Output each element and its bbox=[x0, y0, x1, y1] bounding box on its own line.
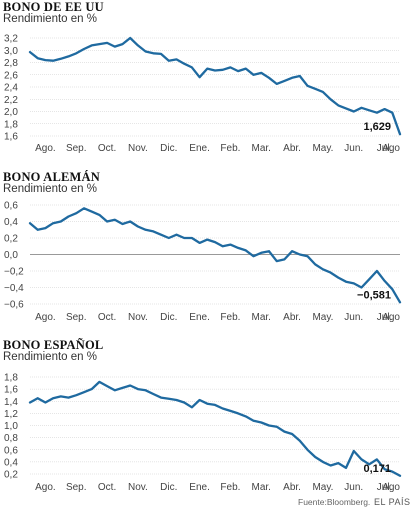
x-tick-label: Oct. bbox=[98, 482, 116, 493]
chart-spanish-bond: 1,81,61,41,21,00,80,60,4 0,2 Ago. Sep. Oct. N… bbox=[4, 373, 402, 493]
y-tick-label: 1,6 bbox=[4, 385, 18, 396]
x-tick-label: Feb. bbox=[220, 482, 240, 493]
x-tick-label: Nov. bbox=[128, 482, 148, 493]
chart-us-bond: 3,23,02,82,6 2,42,22,01,8 1,6 Ago. Sep. Oct. N… bbox=[4, 34, 402, 154]
x-tick-label: Ago. bbox=[35, 312, 56, 323]
x-tick-label: Jul. bbox=[377, 312, 393, 323]
y-tick-label: −0,2 bbox=[4, 267, 24, 278]
x-tick-label: Abr. bbox=[283, 143, 301, 154]
x-tick-label: Mar. bbox=[252, 143, 271, 154]
y-tick-label: 0,2 bbox=[4, 234, 18, 245]
y-tick-label: 0,2 bbox=[4, 470, 18, 481]
x-tick-label: Jun. bbox=[344, 143, 363, 154]
y-tick-label: 1,2 bbox=[4, 409, 18, 420]
x-tick-label: Ago bbox=[382, 312, 400, 323]
x-tick-label: Dic. bbox=[160, 482, 177, 493]
y-tick-label: 0,4 bbox=[4, 217, 18, 228]
y-tick-label: 2,4 bbox=[4, 83, 18, 94]
x-tick-label: Ene. bbox=[189, 312, 210, 323]
source-note: Fuente:Bloomberg. bbox=[298, 497, 371, 507]
chart-title-us: BONO DE EE UU bbox=[3, 0, 104, 14]
y-tick-label: 1,6 bbox=[4, 132, 18, 143]
chart-title-es: BONO ESPAÑOL bbox=[3, 338, 104, 352]
series-line bbox=[28, 207, 402, 304]
y-tick-label: 0,6 bbox=[4, 445, 18, 456]
y-axis-label-us: Rendimiento en % bbox=[3, 13, 97, 25]
y-tick-label: 0,6 bbox=[4, 201, 18, 212]
x-tick-label: May. bbox=[312, 143, 333, 154]
x-tick-label: Sep. bbox=[66, 143, 87, 154]
x-tick-label: Nov. bbox=[128, 143, 148, 154]
x-tick-label: May. bbox=[312, 482, 333, 493]
x-tick-label: Ago. bbox=[35, 143, 56, 154]
x-tick-label: Dic. bbox=[160, 143, 177, 154]
y-tick-label: 2,2 bbox=[4, 95, 18, 106]
x-tick-label: Abr. bbox=[283, 482, 301, 493]
y-axis-label-es: Rendimiento en % bbox=[3, 351, 97, 363]
x-tick-label: Ene. bbox=[189, 143, 210, 154]
x-tick-label: Ene. bbox=[189, 482, 210, 493]
chart-german-bond: 0,6 0,4 0,2 0,0 −0,2 −0,4 −0,6 Ago. Sep. Oct. Nov.… bbox=[4, 201, 402, 323]
y-tick-label: 1,8 bbox=[4, 373, 18, 384]
y-tick-label: 2,8 bbox=[4, 58, 18, 69]
chart-title-de: BONO ALEMÁN bbox=[3, 170, 100, 184]
y-tick-label: 0,4 bbox=[4, 457, 18, 468]
y-tick-label: −0,4 bbox=[4, 283, 24, 294]
y-tick-label: 2,0 bbox=[4, 107, 18, 118]
x-tick-label: Dic. bbox=[160, 312, 177, 323]
x-tick-label: Sep. bbox=[66, 482, 87, 493]
y-axis-label-de: Rendimiento en % bbox=[3, 183, 97, 195]
x-tick-label: May. bbox=[312, 312, 333, 323]
end-value-label: 1,629 bbox=[363, 121, 391, 133]
y-tick-label: 2,6 bbox=[4, 70, 18, 81]
x-tick-label: Mar. bbox=[252, 312, 271, 323]
y-tick-label: 1,8 bbox=[4, 119, 18, 130]
x-tick-label: Nov. bbox=[128, 312, 148, 323]
x-tick-label: Abr. bbox=[283, 312, 301, 323]
x-tick-label: Oct. bbox=[98, 143, 116, 154]
x-tick-label: Sep. bbox=[66, 312, 87, 323]
x-tick-label: Jun. bbox=[344, 312, 363, 323]
y-tick-label: 1,0 bbox=[4, 421, 18, 432]
end-value-label: 0,171 bbox=[363, 463, 391, 475]
x-tick-label: Feb. bbox=[220, 143, 240, 154]
x-tick-label: Jul. bbox=[377, 143, 393, 154]
series-line bbox=[28, 36, 402, 136]
x-tick-label: Ago bbox=[382, 143, 400, 154]
end-value-label: −0,581 bbox=[357, 289, 391, 301]
y-tick-label: 3,0 bbox=[4, 46, 18, 57]
x-tick-label: Jul. bbox=[377, 482, 393, 493]
brand-logo: EL PAÍS bbox=[374, 497, 411, 507]
x-tick-label: Feb. bbox=[220, 312, 240, 323]
y-tick-label: 3,2 bbox=[4, 34, 18, 45]
x-tick-label: Oct. bbox=[98, 312, 116, 323]
x-tick-label: Jun. bbox=[344, 482, 363, 493]
x-tick-label: Ago. bbox=[35, 482, 56, 493]
y-tick-label: −0,6 bbox=[4, 300, 24, 311]
y-tick-label: 1,4 bbox=[4, 397, 18, 408]
y-tick-label: 0,0 bbox=[4, 250, 18, 261]
x-tick-label: Ago bbox=[382, 482, 400, 493]
x-tick-label: Mar. bbox=[252, 482, 271, 493]
y-tick-label: 0,8 bbox=[4, 433, 18, 444]
series-line bbox=[28, 380, 402, 477]
